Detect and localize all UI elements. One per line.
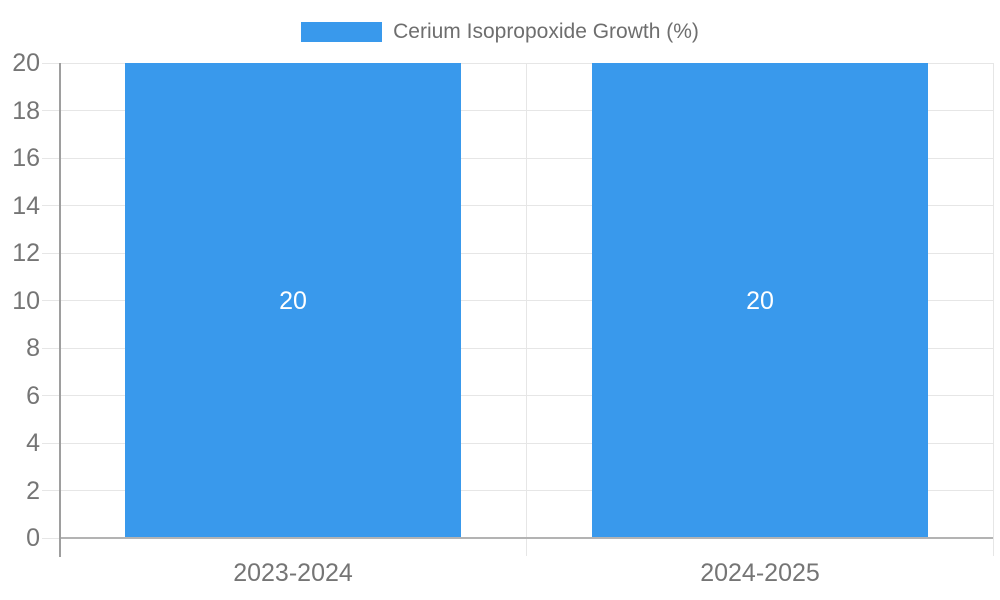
y-axis-tick-label: 14 (12, 191, 40, 220)
gridline (42, 157, 993, 159)
chart-legend: Cerium Isopropoxide Growth (%) (0, 18, 1000, 46)
x-axis-baseline (60, 537, 993, 539)
y-axis-line (59, 63, 61, 557)
bar (592, 63, 928, 538)
y-axis-tick-label: 6 (26, 381, 40, 410)
gridline (42, 205, 993, 206)
y-axis-tick-label: 8 (26, 334, 40, 362)
gridline (42, 300, 993, 301)
y-axis-tick-label: 2 (26, 476, 40, 505)
x-axis-category-label: 2023-2024 (233, 559, 353, 587)
y-axis-tick-label: 10 (12, 286, 40, 315)
gridline (42, 252, 993, 254)
legend-series-label: Cerium Isopropoxide Growth (%) (393, 20, 699, 43)
gridline (42, 347, 993, 349)
y-axis-tick-label: 0 (26, 524, 40, 552)
category-divider-line (526, 63, 527, 556)
gridline (42, 442, 993, 444)
x-axis-category-label: 2024-2025 (700, 559, 820, 587)
bar-value-label: 20 (746, 287, 774, 315)
legend-color-swatch (301, 22, 383, 42)
gridline (42, 110, 993, 111)
y-axis-tick-label: 20 (12, 49, 40, 77)
plot-right-border (993, 63, 994, 556)
gridline (42, 395, 993, 396)
gridline (42, 62, 993, 64)
bar-value-label: 20 (279, 287, 307, 315)
y-axis-tick-label: 18 (12, 96, 40, 125)
y-axis-tick-label: 4 (26, 429, 40, 457)
y-axis-tick-label: 12 (12, 239, 40, 267)
bar (125, 63, 461, 538)
y-axis-tick-label: 16 (12, 144, 40, 172)
gridline (42, 490, 993, 491)
